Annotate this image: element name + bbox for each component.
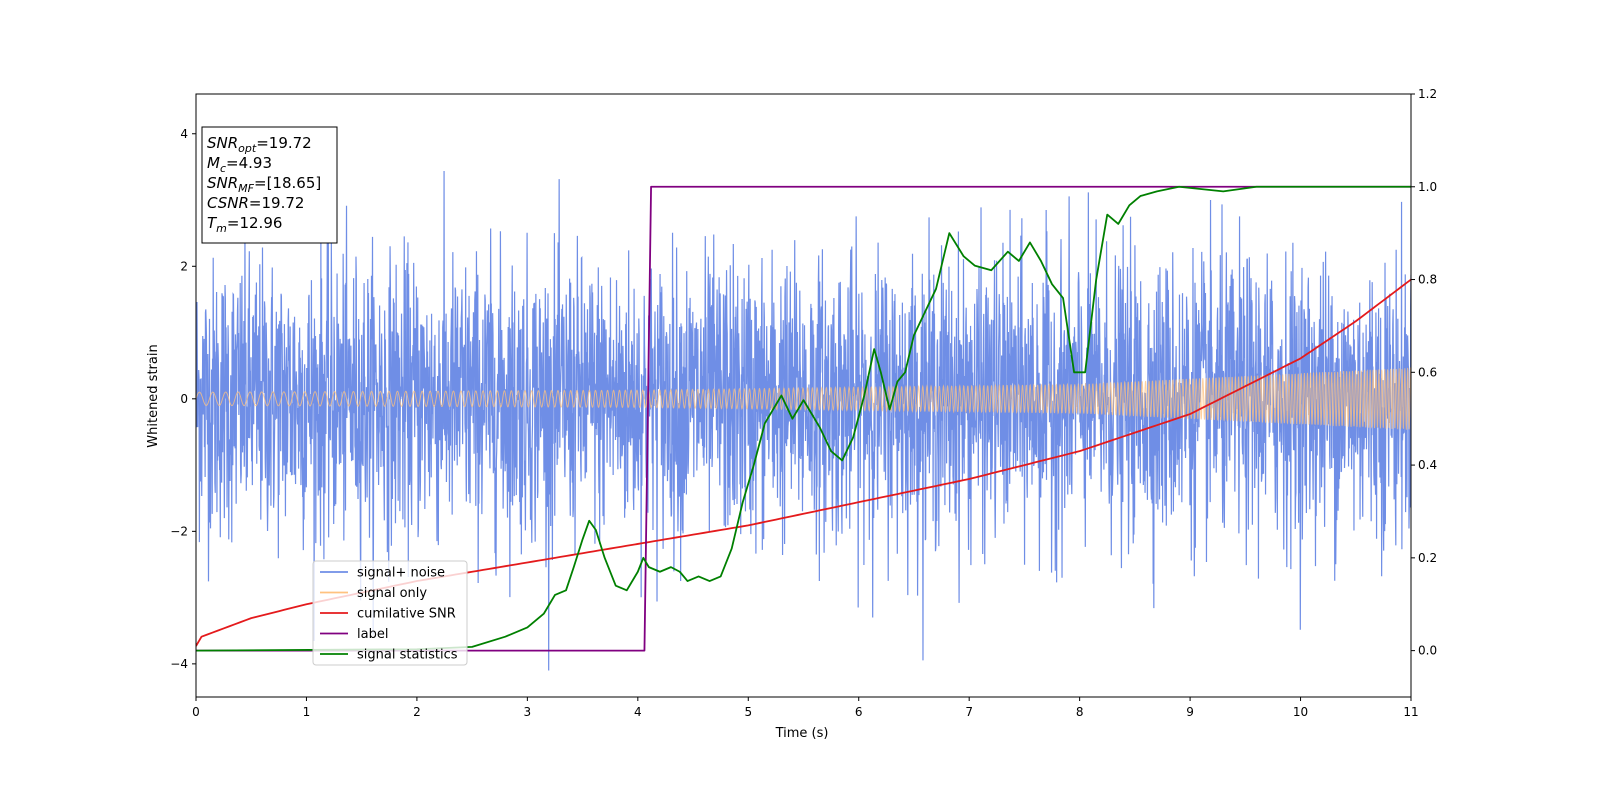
series-signal-statistics <box>196 185 1411 652</box>
annotation-line: SNRMF=[18.65] <box>207 174 321 195</box>
x-tick-label: 7 <box>965 705 973 719</box>
x-tick-label: 8 <box>1076 705 1084 719</box>
y-left-tick-label: 2 <box>180 259 188 273</box>
x-axis-label: Time (s) <box>775 726 829 741</box>
x-tick-label: 2 <box>413 705 421 719</box>
x-tick-label: 10 <box>1293 705 1308 719</box>
y-left-tick-label: −4 <box>170 657 188 671</box>
axes-frame <box>195 93 1412 698</box>
series-signal-noise <box>196 170 1411 671</box>
x-tick-label: 9 <box>1186 705 1194 719</box>
x-tick-label: 4 <box>634 705 642 719</box>
legend-entry: label <box>357 627 388 642</box>
y-axis-label: Whitened strain <box>146 344 161 447</box>
legend-entry: signal statistics <box>357 648 458 663</box>
annotation-box: SNRopt=19.72Mc=4.93SNRMF=[18.65]CSNR=19.… <box>201 126 338 244</box>
y-right-tick-label: 0.8 <box>1418 273 1437 287</box>
legend-entry: cumilative SNR <box>357 607 456 622</box>
legend-entry: signal+ noise <box>357 566 445 581</box>
x-tick-label: 3 <box>524 705 532 719</box>
y-right-tick-label: 0.2 <box>1418 551 1437 565</box>
x-tick-label: 1 <box>303 705 311 719</box>
annotation-line: CSNR=19.72 <box>207 194 304 212</box>
y-left-tick-label: 4 <box>180 127 188 141</box>
annotation-line: Mc=4.93 <box>207 154 272 175</box>
annotation-line: Tm=12.96 <box>207 214 282 235</box>
y-right-tick-label: 0.4 <box>1418 458 1437 472</box>
series-signal-only <box>196 366 1411 430</box>
y-right-tick-label: 0.6 <box>1418 365 1437 379</box>
x-tick-label: 6 <box>855 705 863 719</box>
y-right-tick-label: 1.0 <box>1418 180 1437 194</box>
y-left-tick-label: 0 <box>180 392 188 406</box>
legend-entry: signal only <box>357 586 427 601</box>
x-tick-label: 11 <box>1403 705 1418 719</box>
axis-ticks: 0 1 2 3 4 5 6 7 8 9 10 11 −4 −2 0 2 4 0.0 0.2 0.4 0.6 0.8 1.0 1… <box>170 87 1437 719</box>
annotation-line: SNRopt=19.72 <box>207 134 312 155</box>
legend: signal+ noise signal only cumilative SNR la… <box>312 560 468 666</box>
x-tick-label: 5 <box>744 705 752 719</box>
x-tick-label: 0 <box>192 705 200 719</box>
y-left-tick-label: −2 <box>170 524 188 538</box>
y-right-tick-label: 0.0 <box>1418 644 1437 658</box>
y-right-tick-label: 1.2 <box>1418 87 1437 101</box>
legend-box <box>312 560 468 666</box>
